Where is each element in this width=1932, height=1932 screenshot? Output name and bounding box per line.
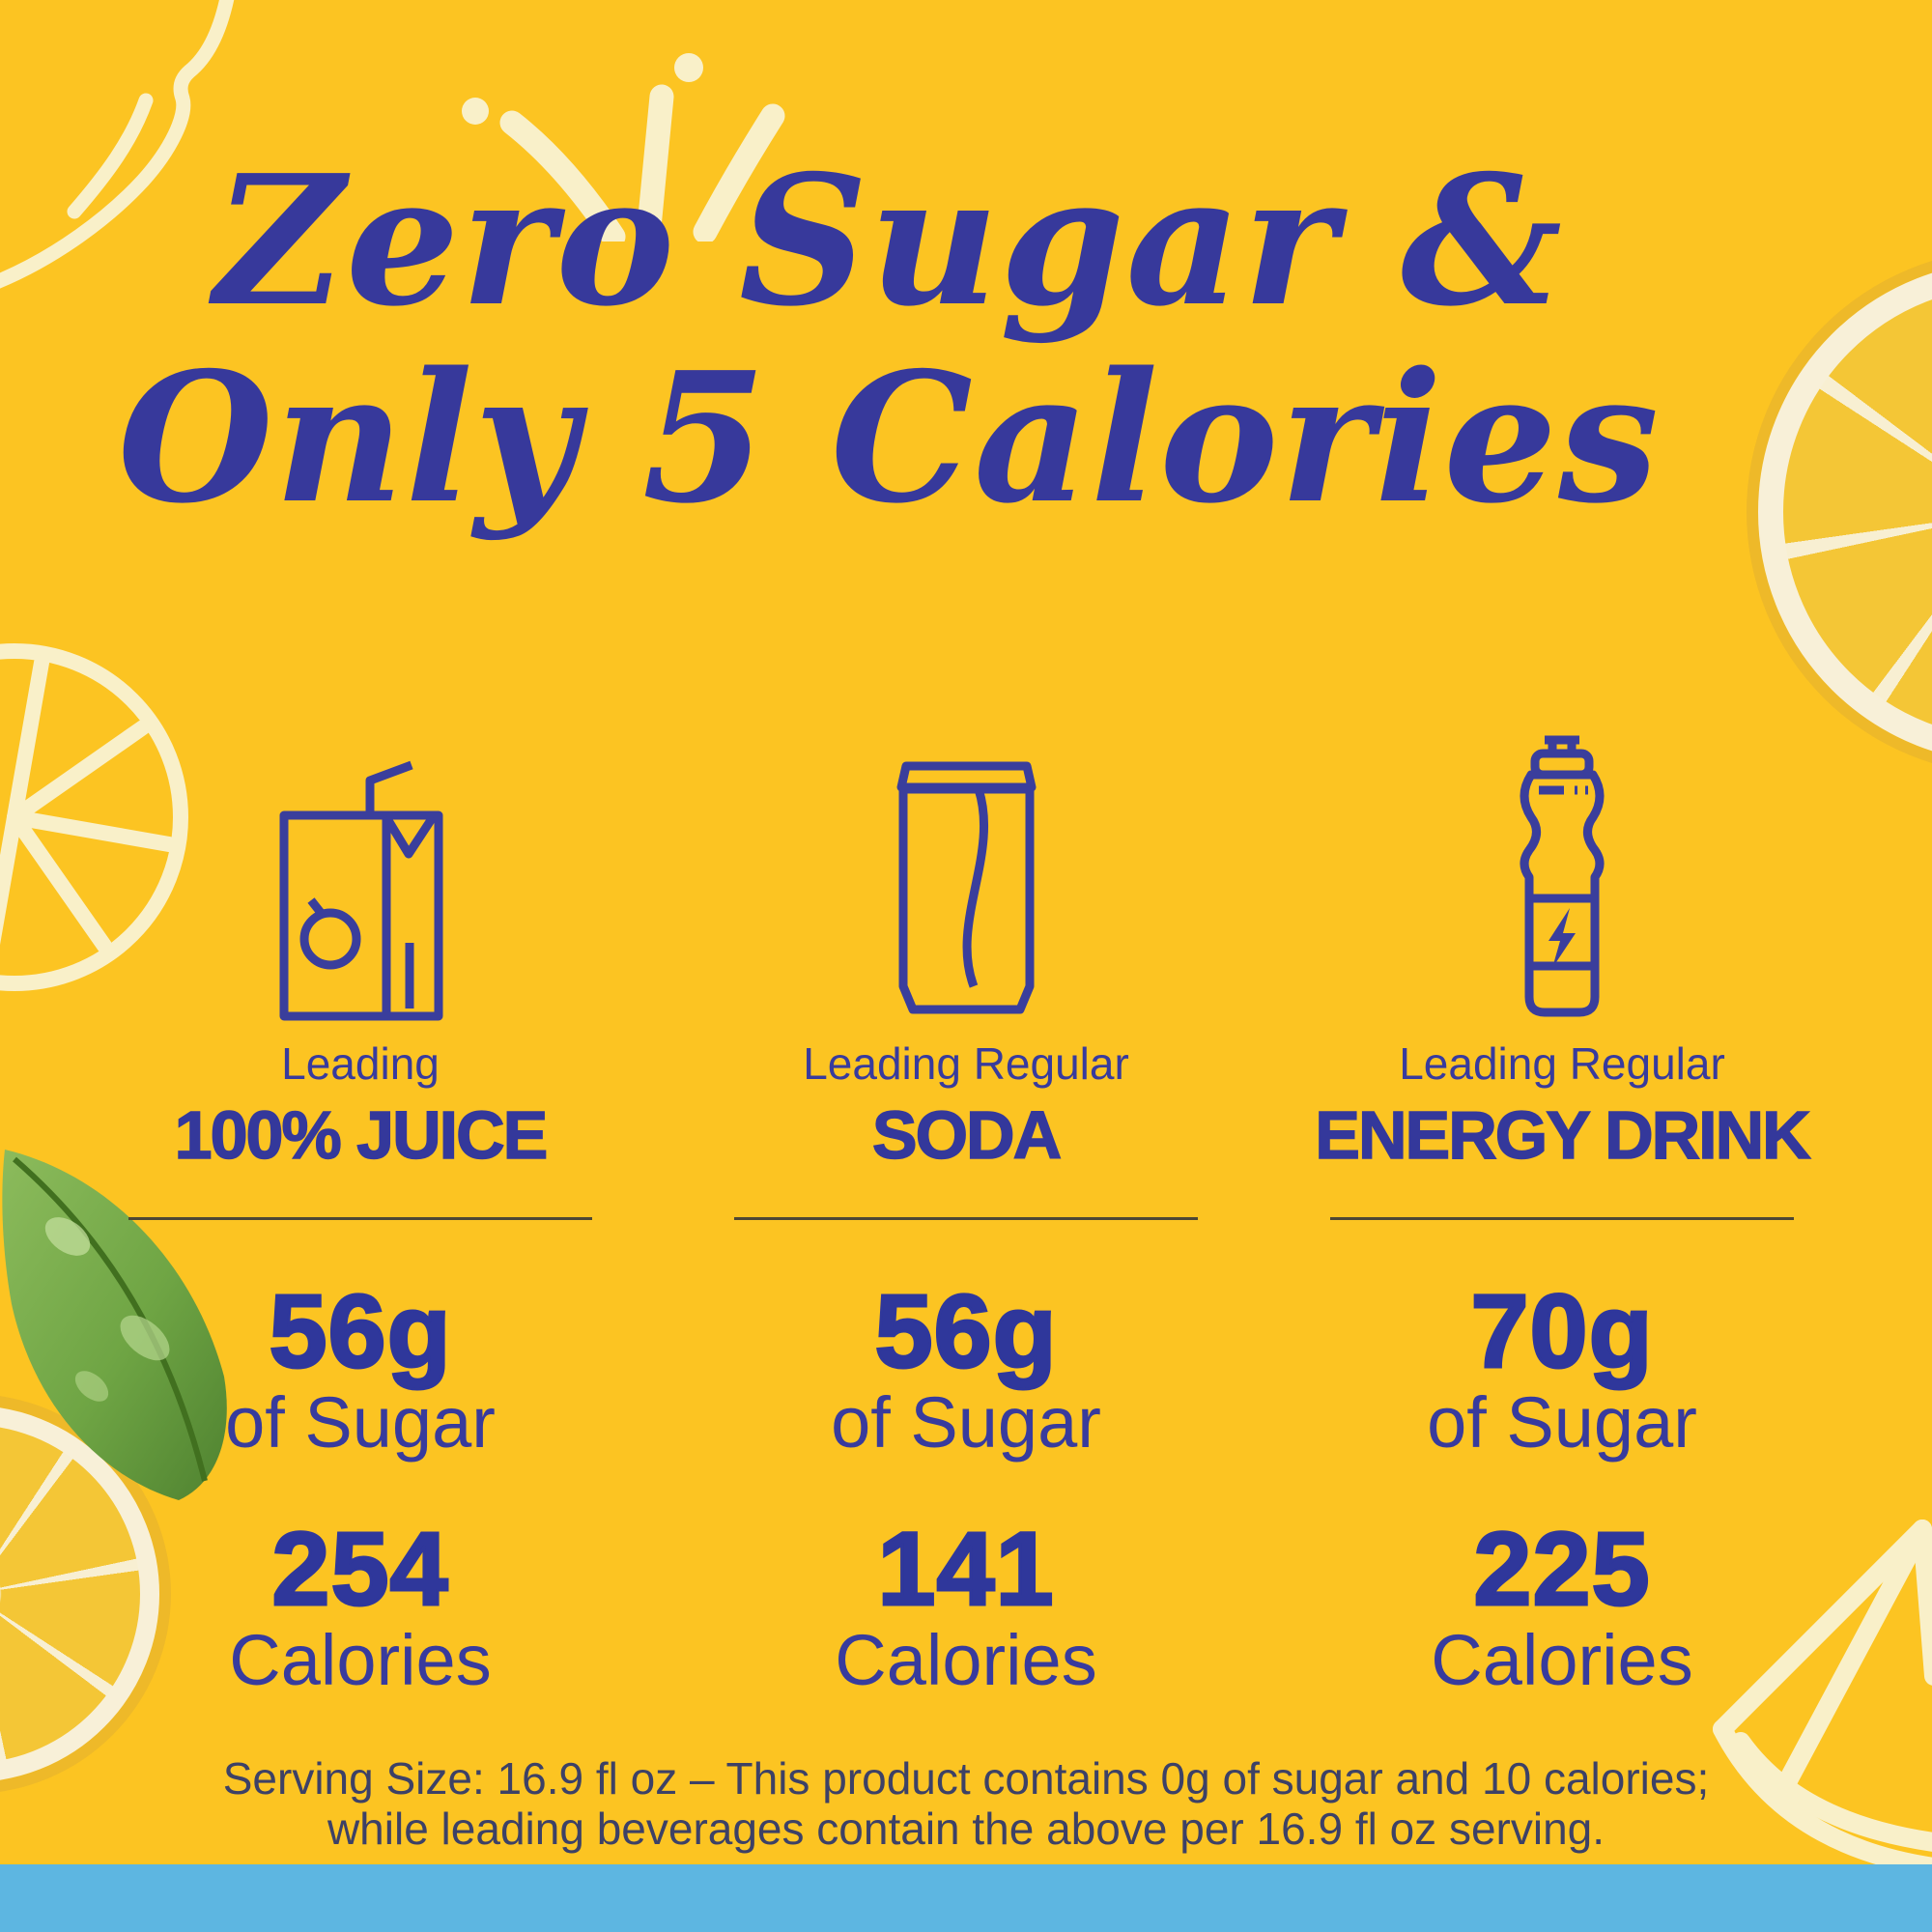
comparison-column-juice: Leading 100% JUICE 56g of Sugar 254 Calo… [90, 734, 631, 1699]
divider-line [128, 1217, 592, 1221]
disclaimer-line-1: Serving Size: 16.9 fl oz – This product … [222, 1753, 1710, 1804]
sugar-amount: 56g [873, 1272, 1058, 1390]
soda-can-icon [882, 734, 1051, 1024]
calories-unit-label: Calories [835, 1620, 1097, 1701]
sugar-unit-label: of Sugar [831, 1382, 1101, 1463]
calories-unit-label: Calories [229, 1620, 492, 1701]
headline-line-1: Zero Sugar & [213, 135, 1564, 346]
calories-amount: 141 [876, 1510, 1055, 1628]
serving-size-disclaimer: Serving Size: 16.9 fl oz – This product … [0, 1753, 1932, 1855]
divider-line [734, 1217, 1198, 1221]
calories-amount: 254 [270, 1510, 449, 1628]
sugar-amount: 56g [268, 1272, 452, 1390]
qualifier-label: Leading Regular [1399, 1038, 1725, 1089]
comparison-column-energy-drink: Leading Regular ENERGY DRINK 70g of Suga… [1292, 734, 1833, 1699]
calories-unit-label: Calories [1431, 1620, 1693, 1701]
category-label: SODA [871, 1096, 1063, 1173]
category-label: ENERGY DRINK [1315, 1096, 1812, 1173]
lemon-slice-photo-right [1758, 261, 1932, 763]
divider-line [1330, 1217, 1794, 1221]
category-label: 100% JUICE [174, 1096, 549, 1173]
headline-line-2: Only 5 Calories [117, 331, 1661, 543]
sugar-unit-label: of Sugar [225, 1382, 496, 1463]
headline: Zero Sugar & Only 5 Calories [0, 135, 1777, 543]
qualifier-label: Leading [281, 1038, 440, 1089]
sugar-amount: 70g [1469, 1272, 1654, 1390]
juice-box-icon [276, 734, 445, 1024]
disclaimer-line-2: while leading beverages contain the abov… [327, 1804, 1605, 1855]
qualifier-label: Leading Regular [803, 1038, 1129, 1089]
energy-drink-bottle-icon [1494, 734, 1630, 1024]
calories-amount: 225 [1472, 1510, 1651, 1628]
sugar-unit-label: of Sugar [1427, 1382, 1697, 1463]
bottom-blue-strip [0, 1864, 1932, 1932]
comparison-column-soda: Leading Regular SODA 56g of Sugar 141 Ca… [696, 734, 1236, 1699]
